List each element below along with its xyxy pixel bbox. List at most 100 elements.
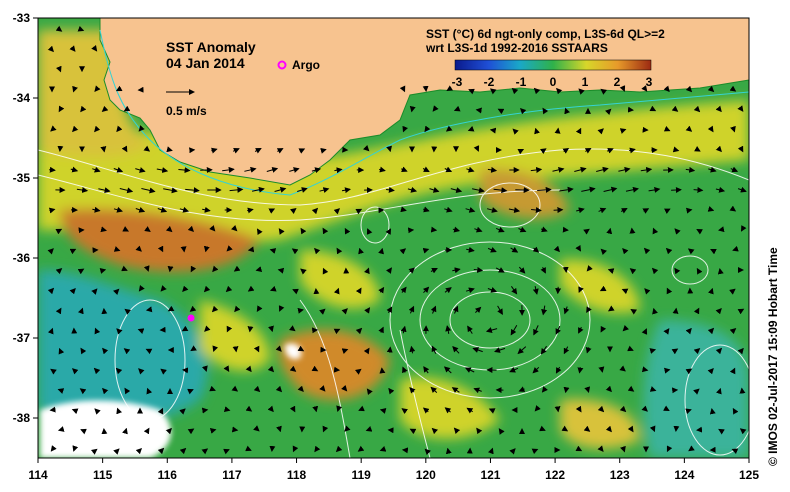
current-vector-arrow [190, 345, 197, 352]
current-vector-arrow [113, 288, 120, 295]
current-vector-arrow [509, 448, 516, 455]
current-vector-arrow [335, 445, 343, 453]
current-vector-arrow [444, 407, 452, 414]
current-vector-arrow [641, 85, 648, 92]
current-vector-arrow [400, 286, 407, 294]
current-vector-arrow [487, 447, 494, 455]
current-vector-arrow [364, 267, 370, 275]
current-vector-arrow [254, 148, 262, 154]
current-vector-arrow [409, 387, 416, 394]
current-vector-arrow [50, 368, 57, 375]
current-vector-arrow [466, 407, 474, 414]
current-vector-arrow [311, 365, 319, 372]
current-vector-arrow [278, 305, 285, 312]
current-vector-arrow [386, 306, 393, 314]
current-vector-arrow [671, 348, 679, 355]
current-vector-arrow [336, 405, 343, 412]
current-vector-arrow [144, 226, 151, 232]
current-vector-arrow [511, 87, 519, 95]
colorbar [454, 59, 652, 71]
current-vector-arrow [445, 125, 453, 132]
current-vector-arrow [510, 325, 518, 336]
current-vector-arrow [98, 187, 111, 194]
current-vector-arrow [386, 186, 395, 193]
current-vector-arrow [160, 368, 167, 375]
current-vector-arrow [333, 208, 341, 215]
y-tick-label: -36 [13, 251, 31, 265]
x-tick-label: 118 [287, 468, 307, 482]
current-vector-arrow [47, 327, 54, 335]
current-vector-arrow [50, 125, 57, 132]
current-vector-arrow [444, 166, 453, 173]
current-vector-arrow [334, 167, 343, 174]
current-vector-arrow [665, 247, 673, 255]
current-vector-arrow [276, 148, 284, 154]
current-vector-arrow [707, 125, 714, 133]
current-vector-arrow [80, 105, 87, 113]
current-vector-arrow [651, 267, 659, 275]
current-vector-arrow [135, 447, 143, 455]
current-vector-arrow [92, 166, 101, 173]
current-vector-arrow [355, 287, 362, 295]
current-vector-arrow [564, 107, 571, 115]
current-vector-arrow [715, 347, 723, 355]
current-vector-arrow [71, 408, 79, 415]
current-vector-arrow [518, 386, 526, 392]
current-vector-arrow [379, 445, 387, 452]
current-vector-arrow [145, 348, 153, 355]
current-vector-arrow [534, 405, 541, 412]
current-vector-arrow [341, 308, 348, 315]
current-vector-arrow [204, 325, 211, 332]
current-vector-arrow [355, 327, 363, 335]
current-vector-arrow [119, 187, 134, 194]
current-vector-arrow [146, 387, 153, 395]
current-vector-arrow [385, 228, 391, 235]
current-vector-arrow [289, 405, 296, 413]
y-axis-ticks: -33 -34 -35 -36 -37 -38 [13, 11, 38, 425]
current-vector-arrow [663, 85, 670, 93]
current-vector-arrow [247, 285, 255, 292]
current-vector-arrow [50, 445, 57, 452]
current-vector-arrow [267, 365, 275, 373]
current-vector-arrow [666, 287, 673, 295]
current-vector-arrow [401, 166, 408, 172]
current-vector-arrow [365, 425, 373, 432]
current-vector-arrow [539, 148, 547, 155]
current-vector-arrow [300, 268, 307, 275]
current-vector-arrow [76, 187, 89, 193]
current-vector-arrow [741, 225, 747, 232]
current-vector-arrow [644, 288, 651, 295]
current-vector-arrow [187, 225, 195, 233]
plot-border [37, 17, 750, 459]
current-vector-arrow [474, 226, 483, 233]
current-vector-arrow [540, 266, 546, 274]
current-vector-arrow [167, 305, 175, 312]
current-vector-arrow [77, 307, 84, 315]
current-vector-arrow [80, 347, 87, 355]
current-vector-arrow [100, 226, 107, 233]
current-vector-arrow [620, 208, 628, 214]
current-vector-arrow [685, 327, 692, 335]
current-vector-arrow [629, 268, 637, 275]
current-vector-arrow [245, 365, 252, 373]
current-vector-arrow [298, 148, 306, 154]
current-vector-arrow [642, 208, 650, 214]
current-vector-arrow [47, 45, 54, 53]
current-vector-arrow [225, 285, 233, 293]
current-vector-arrow [487, 166, 498, 173]
current-vector-arrow [223, 448, 230, 455]
current-vector-arrow [649, 348, 657, 354]
current-vector-arrow [498, 428, 505, 435]
argo-float-marker [187, 314, 195, 322]
current-vector-arrow [341, 187, 351, 194]
current-vector-arrow [693, 307, 700, 315]
current-vector-arrow [643, 247, 651, 255]
sea-level-contours [38, 148, 749, 458]
current-vector-arrow [474, 306, 482, 314]
current-vector-arrow [533, 87, 541, 95]
current-vector-arrow [190, 265, 197, 273]
colorbar-tick-label: 0 [550, 75, 557, 89]
current-vector-arrow [663, 405, 670, 411]
current-vector-arrow [467, 125, 475, 132]
current-vector-arrow [187, 428, 195, 435]
